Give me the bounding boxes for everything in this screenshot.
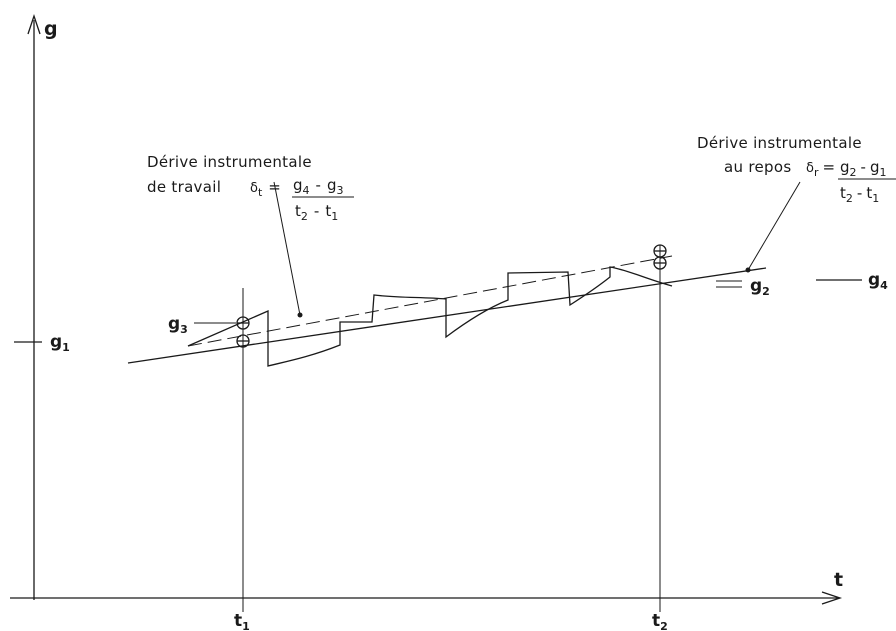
- rest-formula-numerator: g2- g1: [840, 158, 886, 179]
- work-formula-denominator: t2- t1: [295, 202, 338, 223]
- axes: g t: [10, 13, 843, 605]
- marker-g2-at-t2: [653, 256, 667, 270]
- marker-g1-at-t1: [236, 334, 250, 348]
- rest-leader-line: [747, 181, 801, 271]
- y-axis-arrow: [27, 13, 41, 35]
- x-axis-arrow: [821, 591, 843, 605]
- g2-label: g2: [750, 276, 770, 298]
- rest-annotation-line1: Dérive instrumentale: [697, 134, 862, 152]
- y-axis-label: g: [44, 18, 58, 40]
- marker-g3-at-t1: [236, 316, 250, 330]
- work-annotation-line2: de travail: [147, 178, 221, 196]
- g3-label: g3: [168, 314, 188, 336]
- t2-label: t2: [652, 611, 668, 631]
- measurement-sawtooth-curve: [187, 266, 673, 367]
- work-formula-lhs: δt =: [250, 178, 281, 199]
- work-annotation-line1: Dérive instrumentale: [147, 153, 312, 171]
- rest-formula-denominator: t2- t1: [840, 184, 879, 205]
- work-drift-line: [187, 255, 673, 347]
- rest-annotation-line2: au repos: [724, 158, 791, 176]
- measurement-markers: [236, 244, 667, 348]
- annotation-rest-drift: Dérive instrumentale au repos δr = g2- g1 …: [697, 134, 896, 205]
- rest-drift-line: [127, 267, 767, 364]
- g1-label: g1: [50, 332, 70, 354]
- x-axis-label: t: [834, 569, 843, 591]
- work-leader-line: [273, 181, 301, 316]
- work-formula-numerator: g4- g3: [293, 176, 343, 197]
- g4-label: g4: [868, 270, 888, 292]
- rest-formula-lhs: δr =: [806, 158, 835, 179]
- t1-label: t1: [234, 611, 250, 631]
- annotation-work-drift: Dérive instrumentale de travail δt = g4- g…: [147, 153, 354, 223]
